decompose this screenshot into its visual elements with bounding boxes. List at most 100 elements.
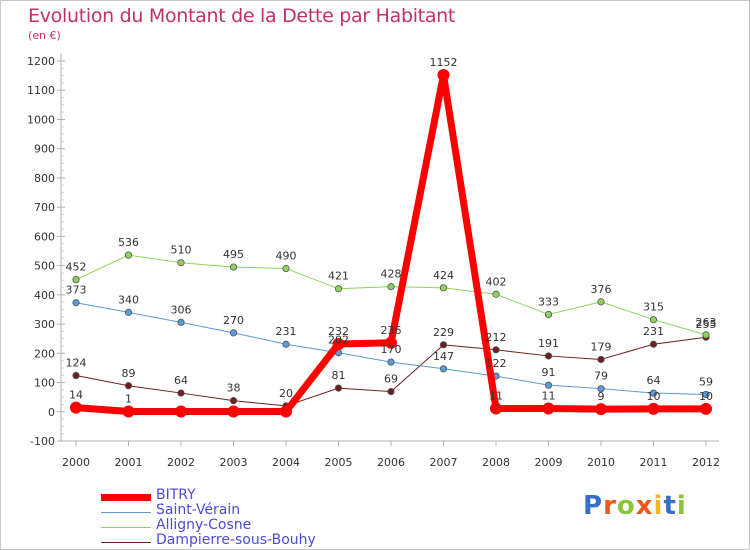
data-point: [387, 387, 395, 396]
data-label: 402: [486, 275, 507, 288]
legend-swatch: [101, 527, 151, 528]
x-tick-label: 2001: [115, 456, 143, 469]
data-point: [597, 355, 605, 364]
data-label: 495: [223, 248, 244, 261]
data-label: 20: [279, 387, 293, 400]
data-point: [177, 318, 185, 326]
data-point: [385, 336, 397, 349]
data-label: 315: [643, 301, 664, 314]
y-tick-label: 1000: [27, 113, 55, 126]
data-point: [387, 283, 395, 291]
x-tick-label: 2012: [692, 456, 720, 469]
data-point: [439, 341, 448, 349]
data-label: 263: [696, 316, 717, 329]
data-label: 229: [433, 326, 454, 339]
y-tick-label: 300: [34, 318, 55, 331]
data-point: [177, 389, 185, 397]
data-label: 64: [174, 374, 188, 387]
data-point: [649, 316, 658, 324]
data-point: [332, 337, 345, 350]
data-point: [122, 405, 135, 418]
data-point: [544, 352, 553, 360]
logo-letter: i: [676, 491, 687, 521]
y-tick-label: -100: [30, 435, 55, 448]
data-label: 255: [696, 318, 717, 331]
data-label: 179: [591, 340, 612, 353]
data-label: 452: [66, 261, 87, 274]
x-tick-label: 2005: [325, 456, 353, 469]
legend-swatch: [101, 494, 151, 501]
data-label: 10: [699, 390, 713, 403]
data-point: [334, 384, 343, 392]
data-point: [492, 346, 500, 354]
data-label: 1152: [430, 56, 458, 69]
data-label: 170: [381, 343, 402, 356]
logo-letter: r: [603, 491, 617, 521]
data-label: 333: [538, 295, 559, 308]
data-label: 212: [486, 331, 507, 344]
data-point: [700, 402, 712, 415]
x-tick-label: 2006: [377, 456, 405, 469]
data-label: 424: [433, 269, 454, 282]
y-tick-label: 200: [34, 347, 55, 360]
data-label: 10: [647, 390, 661, 403]
data-label: 38: [227, 382, 241, 395]
y-tick-label: 500: [34, 260, 55, 273]
y-tick-label: 400: [34, 289, 55, 302]
data-point: [439, 284, 448, 292]
chart-title: Evolution du Montant de la Dette par Hab…: [28, 5, 456, 27]
data-point: [542, 402, 555, 415]
data-label: 124: [66, 357, 87, 370]
data-label: 236: [381, 324, 402, 337]
data-label: 9: [598, 390, 605, 403]
data-point: [280, 405, 292, 418]
data-label: 510: [171, 244, 192, 257]
data-label: 11: [489, 390, 503, 403]
data-point: [439, 365, 448, 373]
data-point: [227, 405, 240, 418]
data-label: 14: [69, 389, 83, 402]
data-point: [649, 340, 658, 348]
data-point: [72, 276, 80, 284]
data-label: 11: [542, 390, 556, 403]
data-label: 306: [171, 303, 192, 316]
data-point: [282, 264, 290, 273]
data-label: 64: [647, 374, 661, 387]
data-point: [597, 385, 605, 393]
data-label: 373: [66, 284, 87, 297]
data-label: 202: [328, 334, 349, 347]
data-point: [229, 263, 238, 271]
proxiti-logo: Proxiti: [583, 491, 687, 521]
y-tick-label: 700: [34, 201, 55, 214]
data-point: [702, 331, 710, 339]
data-point: [647, 402, 660, 415]
data-label: 147: [433, 350, 454, 363]
data-label: 59: [699, 376, 713, 389]
data-label: 191: [538, 337, 559, 350]
data-point: [544, 381, 553, 389]
data-label: 1: [125, 392, 132, 405]
legend-swatch: [101, 512, 151, 513]
data-point: [124, 382, 133, 390]
data-label: 376: [591, 283, 612, 296]
data-label: 81: [332, 369, 346, 382]
data-label: 428: [381, 268, 402, 281]
logo-letter: x: [635, 491, 654, 521]
data-point: [334, 285, 343, 293]
y-tick-label: 1200: [27, 55, 55, 68]
data-point: [702, 390, 710, 399]
data-point: [649, 389, 658, 397]
legend-label: Alligny-Cosne: [156, 517, 252, 533]
x-tick-label: 2003: [220, 456, 248, 469]
logo-letter: t: [663, 491, 677, 521]
legend-label: Dampierre-sous-Bouhy: [156, 532, 316, 548]
x-tick-label: 2010: [587, 456, 615, 469]
data-label: 122: [486, 357, 507, 370]
y-tick-label: 600: [34, 230, 55, 243]
data-point: [124, 308, 133, 316]
data-label: 231: [643, 325, 664, 338]
data-point: [72, 299, 80, 307]
data-label: 232: [328, 325, 349, 338]
